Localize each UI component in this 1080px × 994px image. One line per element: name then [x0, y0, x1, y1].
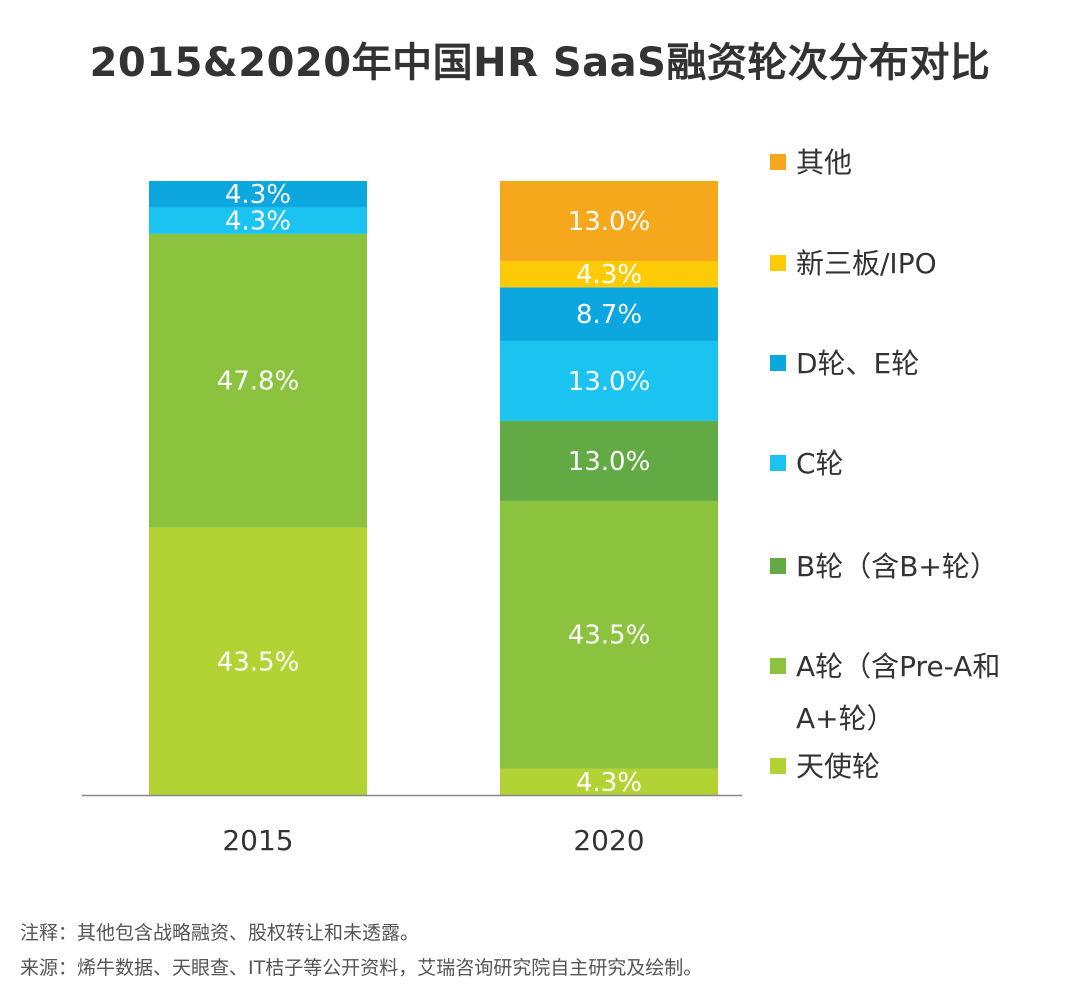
bar-segment-2015-1 [149, 233, 367, 528]
bar-segment-2020-4 [500, 287, 718, 341]
legend-label-1: 新三板/IPO [796, 247, 937, 280]
data-label-2015-4: 4.3% [225, 180, 291, 210]
data-label-2020-5: 4.3% [576, 260, 642, 290]
bar-segment-2020-2 [500, 420, 718, 501]
bar-segment-2020-1 [500, 500, 718, 769]
data-label-2020-6: 13.0% [568, 207, 651, 237]
bar-segment-2020-6 [500, 181, 718, 261]
data-label-2015-1: 47.8% [217, 367, 300, 397]
bar-segment-2020-5 [500, 260, 718, 288]
bar-segment-2015-0 [149, 527, 367, 795]
bar-segment-2020-0 [500, 768, 718, 795]
legend-label-3: C轮 [796, 447, 844, 480]
legend-swatch-1 [770, 255, 786, 271]
bar-segment-2020-3 [500, 340, 718, 421]
legend-swatch-4 [770, 558, 786, 574]
chart-title: 2015&2020年中国HR SaaS融资轮次分布对比 [89, 40, 991, 86]
data-label-2020-4: 8.7% [576, 300, 642, 330]
legend-label-2: D轮、E轮 [796, 347, 919, 380]
legend-label-6: 天使轮 [796, 750, 880, 783]
data-label-2020-3: 13.0% [568, 367, 651, 397]
legend-label-5-line2: A+轮） [796, 702, 895, 735]
legend-swatch-0 [770, 154, 786, 170]
data-label-2020-1: 43.5% [568, 621, 651, 651]
source-note: 来源：烯牛数据、天眼查、IT桔子等公开资料，艾瑞咨询研究院自主研究及绘制。 [20, 957, 703, 979]
x-tick-label-2015: 2015 [222, 824, 293, 857]
legend-swatch-3 [770, 455, 786, 471]
x-tick-label-2020: 2020 [573, 824, 644, 857]
legend-swatch-5 [770, 658, 786, 674]
bar-segment-2015-4 [149, 181, 367, 208]
legend-swatch-6 [770, 758, 786, 774]
legend-label-5-line1: A轮（含Pre-A和 [796, 650, 1000, 683]
data-label-2020-2: 13.0% [568, 447, 651, 477]
bar-segment-2015-3 [149, 207, 367, 234]
data-label-2020-0: 4.3% [576, 768, 642, 798]
data-label-2015-0: 43.5% [217, 647, 300, 677]
legend-label-0: 其他 [796, 146, 852, 179]
annotation-note: 注释：其他包含战略融资、股权转让和未透露。 [20, 922, 420, 944]
data-label-2015-3: 4.3% [225, 207, 291, 237]
legend-swatch-2 [770, 355, 786, 371]
legend-label-4: B轮（含B+轮） [796, 550, 998, 583]
